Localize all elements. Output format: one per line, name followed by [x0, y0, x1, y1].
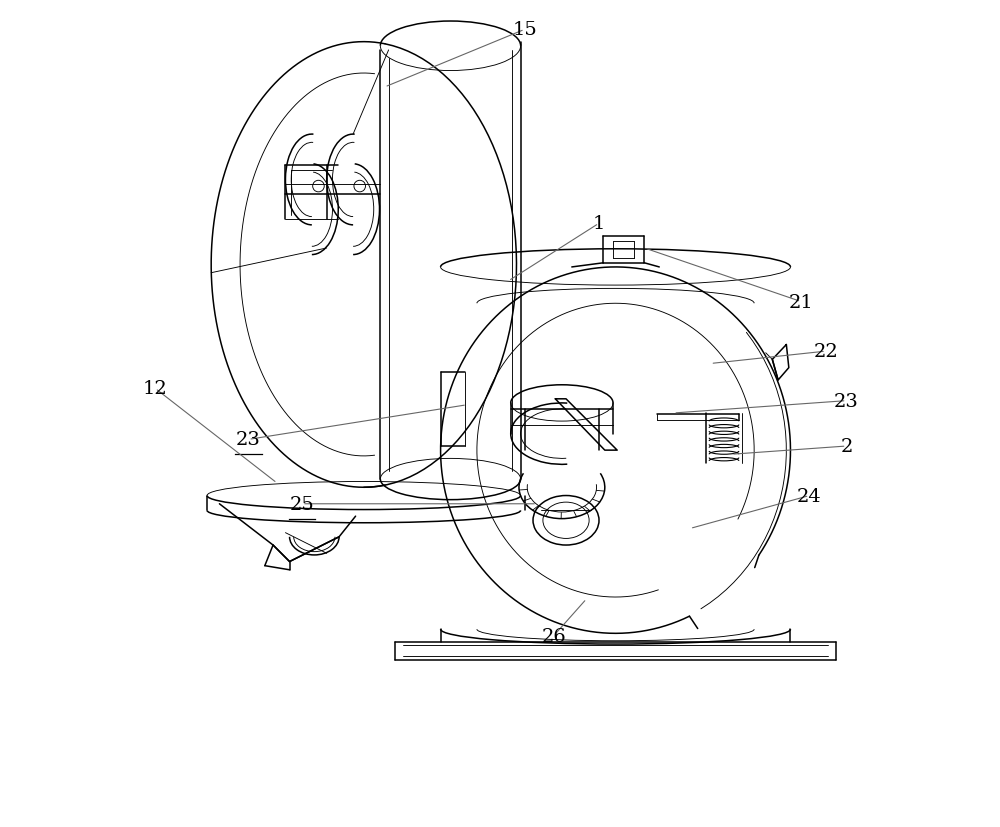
- Text: 21: 21: [789, 294, 814, 311]
- Text: 1: 1: [593, 215, 605, 233]
- Text: 26: 26: [541, 627, 566, 645]
- Text: 24: 24: [797, 487, 822, 505]
- Text: 25: 25: [290, 495, 314, 514]
- Text: 23: 23: [834, 392, 859, 410]
- Text: 15: 15: [512, 22, 537, 39]
- Text: 2: 2: [840, 437, 853, 456]
- Text: 12: 12: [143, 380, 167, 398]
- Text: 23: 23: [236, 431, 261, 449]
- Text: 22: 22: [814, 342, 838, 361]
